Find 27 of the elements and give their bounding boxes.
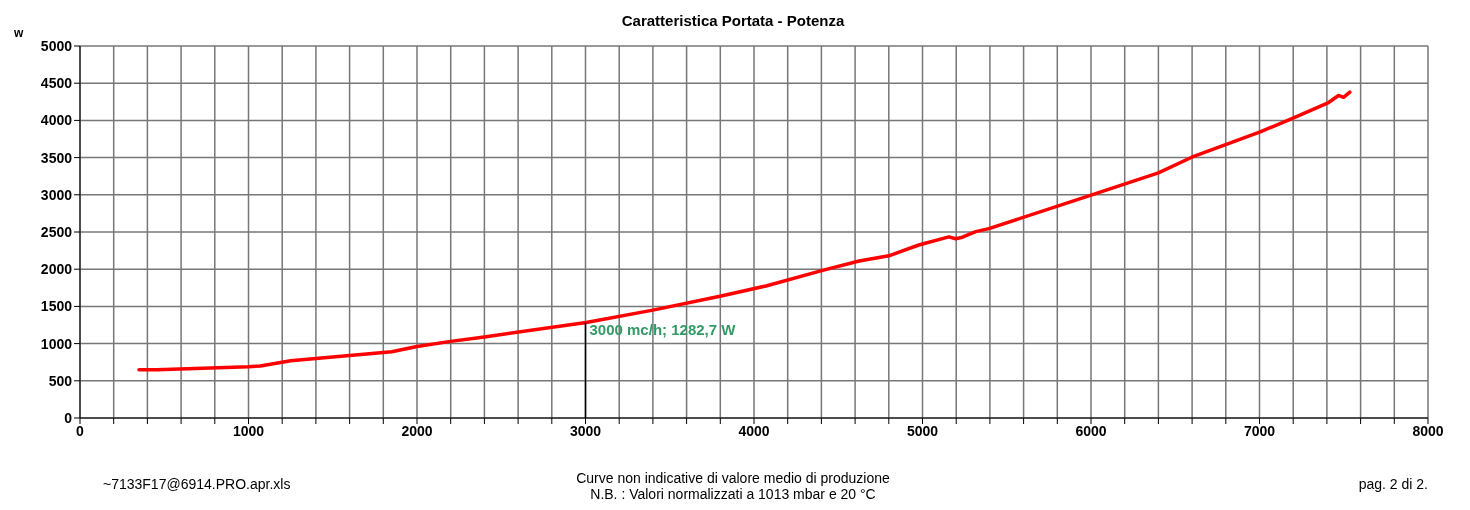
x-tick-label: 2000 xyxy=(401,422,433,439)
y-tick-label: 1500 xyxy=(40,298,73,315)
text: Curve non indicative di valore medio di produzione xyxy=(576,470,890,486)
x-tick-label: 4000 xyxy=(738,422,770,439)
x-tick-label: 3000 xyxy=(569,422,602,439)
chart-title: Caratteristica Portata - Potenza xyxy=(621,12,845,29)
x-tick-label: 6000 xyxy=(1075,422,1107,439)
y-tick-label: 0 xyxy=(64,409,73,426)
y-tick-label: 2000 xyxy=(40,261,73,278)
y-tick-label: 4000 xyxy=(40,112,73,129)
y-axis-title: w xyxy=(14,26,24,40)
y-tick-label: 3500 xyxy=(40,149,73,166)
text: ~7133F17@6914.PRO.apr.xls xyxy=(103,476,291,492)
text: N.B. : Valori normalizzati a 1013 mbar e 20 °C xyxy=(590,486,876,502)
y-tick-label: 3000 xyxy=(40,186,73,203)
y-tick-label: 1000 xyxy=(40,335,73,352)
y-tick-label: 500 xyxy=(48,372,73,389)
text: pag. 2 di 2. xyxy=(1358,476,1428,492)
y-tick-label: 4500 xyxy=(40,75,73,92)
x-tick-label: 7000 xyxy=(1243,422,1276,439)
x-tick-label: 0 xyxy=(76,422,85,439)
x-tick-label: 1000 xyxy=(232,422,265,439)
y-tick-label: 5000 xyxy=(40,37,73,54)
x-tick-label: 5000 xyxy=(906,422,939,439)
y-tick-label: 2500 xyxy=(40,223,73,240)
line-series xyxy=(137,90,1352,372)
x-tick-label: 8000 xyxy=(1412,422,1444,439)
